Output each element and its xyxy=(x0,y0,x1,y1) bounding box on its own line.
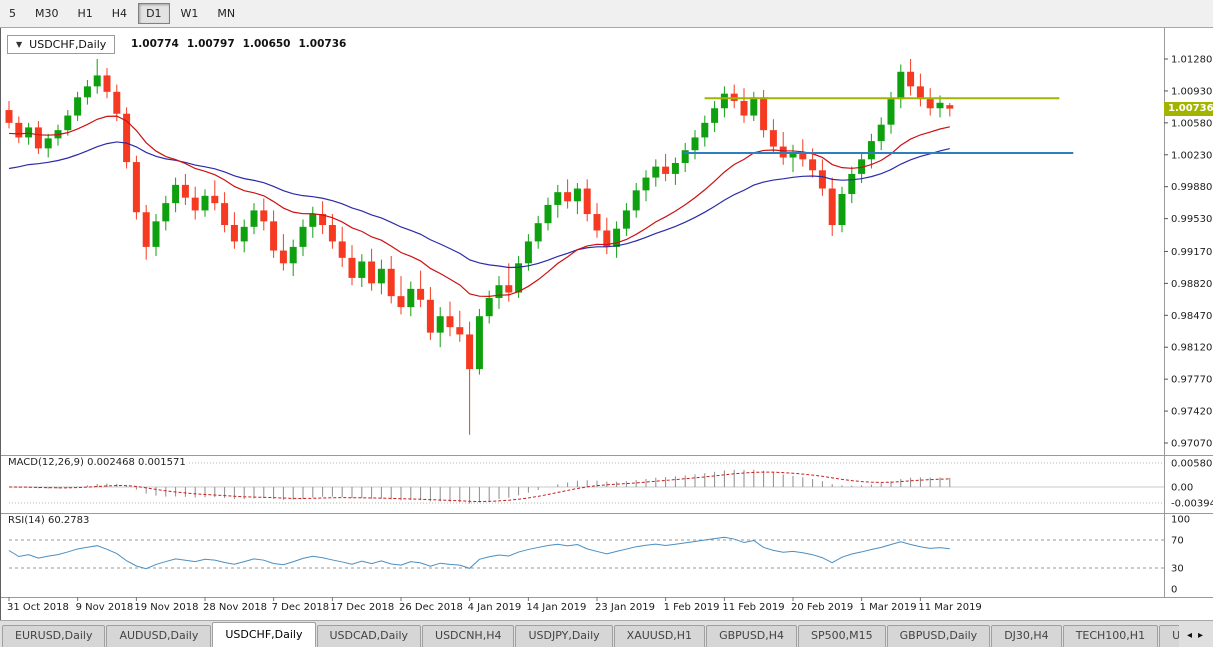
chart-tab-usdcnh-h4[interactable]: USDCNH,H4 xyxy=(422,625,515,647)
svg-text:0.98470: 0.98470 xyxy=(1171,311,1212,322)
tabs-scroll-controls: ◂ ▸ xyxy=(1179,631,1213,647)
svg-text:14 Jan 2019: 14 Jan 2019 xyxy=(526,602,586,613)
timeframe-button-m30[interactable]: M30 xyxy=(35,7,59,20)
symbol-label: USDCHF,Daily xyxy=(29,38,107,51)
svg-text:1 Feb 2019: 1 Feb 2019 xyxy=(664,602,720,613)
symbol-selector[interactable]: ▼ USDCHF,Daily xyxy=(7,35,116,54)
svg-text:0.98120: 0.98120 xyxy=(1171,343,1212,354)
ma-slow-line xyxy=(8,141,950,269)
close-value: 1.00736 xyxy=(298,38,347,50)
tabs-scroll-left-button[interactable]: ◂ xyxy=(1186,630,1192,641)
chart-tabs: EURUSD,Daily AUDUSD,Daily USDCHF,Daily USDC… xyxy=(0,621,1179,647)
svg-text:0.98820: 0.98820 xyxy=(1171,279,1212,290)
svg-text:1.00930: 1.00930 xyxy=(1171,86,1212,97)
ma-fast-line xyxy=(8,115,950,297)
svg-text:9 Nov 2018: 9 Nov 2018 xyxy=(76,602,134,613)
svg-text:1 Mar 2019: 1 Mar 2019 xyxy=(860,602,917,613)
svg-text:4 Jan 2019: 4 Jan 2019 xyxy=(468,602,522,613)
timeframe-button-d1[interactable]: D1 xyxy=(138,3,170,24)
svg-text:26 Dec 2018: 26 Dec 2018 xyxy=(399,602,463,613)
svg-text:1.00580: 1.00580 xyxy=(1171,118,1212,129)
chart-tab-audusd-daily[interactable]: AUDUSD,Daily xyxy=(106,625,212,647)
chart-tab-usdcad-daily[interactable]: USDCAD,Daily xyxy=(316,625,422,647)
timeframe-button-mn[interactable]: MN xyxy=(217,7,236,20)
rsi-axis-label: 70 xyxy=(1171,536,1184,547)
timeframe-button-5[interactable]: 5 xyxy=(9,7,16,20)
rsi-indicator-label: RSI(14) 60.2783 xyxy=(6,515,92,526)
timeframe-button-w1[interactable]: W1 xyxy=(180,7,199,20)
chart-tab-dj30-h4[interactable]: DJ30,H4 xyxy=(991,625,1062,647)
svg-text:0.99530: 0.99530 xyxy=(1171,214,1212,225)
timeframe-toolbar: 5 M30 H1 H4 D1 W1 MN xyxy=(0,0,1213,28)
macd-axis-label: 0.005802 xyxy=(1171,459,1213,470)
macd-indicator-label: MACD(12,26,9) 0.002468 0.001571 xyxy=(6,457,188,468)
ohlc-readout: 1.00774 1.00797 1.00650 1.00736 xyxy=(131,38,346,50)
price-chart-canvas[interactable]: 1.01280 1.00930 1.00580 1.00230 0.99880 0.995… xyxy=(1,28,1213,620)
chart-window: 1.01280 1.00930 1.00580 1.00230 0.99880 0.995… xyxy=(0,28,1213,620)
chart-tab-gbpusd-h4[interactable]: GBPUSD,H4 xyxy=(706,625,798,647)
macd-axis-label: -0.003945 xyxy=(1171,499,1213,510)
svg-text:1.00230: 1.00230 xyxy=(1171,150,1212,161)
chart-tab-usdjpy-daily[interactable]: USDJPY,Daily xyxy=(515,625,613,647)
svg-text:23 Jan 2019: 23 Jan 2019 xyxy=(595,602,655,613)
rsi-axis-label: 0 xyxy=(1171,585,1177,596)
chart-tab-xauusd-h1[interactable]: XAUUSD,H1 xyxy=(613,625,706,647)
chart-tab-usdchf-daily[interactable]: USDCHF,Daily xyxy=(212,622,316,647)
svg-text:31 Oct 2018: 31 Oct 2018 xyxy=(7,602,69,613)
svg-text:0.99170: 0.99170 xyxy=(1171,247,1212,258)
svg-text:19 Nov 2018: 19 Nov 2018 xyxy=(134,602,198,613)
chart-tab-ukc[interactable]: UKC xyxy=(1159,625,1179,647)
svg-text:0.97070: 0.97070 xyxy=(1171,439,1212,450)
chart-tab-gbpusd-daily[interactable]: GBPUSD,Daily xyxy=(886,625,991,647)
svg-text:11 Mar 2019: 11 Mar 2019 xyxy=(918,602,981,613)
current-price-tag: 1.00736 xyxy=(1164,101,1213,116)
svg-text:11 Feb 2019: 11 Feb 2019 xyxy=(722,602,784,613)
svg-text:0.97420: 0.97420 xyxy=(1171,407,1212,418)
svg-text:28 Nov 2018: 28 Nov 2018 xyxy=(203,602,267,613)
svg-text:0.97770: 0.97770 xyxy=(1171,375,1212,386)
rsi-axis-label: 30 xyxy=(1171,564,1184,575)
rsi-line xyxy=(8,536,950,570)
open-value: 1.00774 xyxy=(131,38,179,50)
timeframe-button-h1[interactable]: H1 xyxy=(77,7,93,20)
price-axis-labels: 1.01280 1.00930 1.00580 1.00230 0.99880 0.995… xyxy=(1164,55,1212,450)
macd-axis-label: 0.00 xyxy=(1171,483,1193,494)
svg-text:1.01280: 1.01280 xyxy=(1171,55,1212,66)
high-value: 1.00797 xyxy=(186,38,235,50)
low-value: 1.00650 xyxy=(242,38,291,50)
svg-text:17 Dec 2018: 17 Dec 2018 xyxy=(330,602,394,613)
chart-tabs-bar: EURUSD,Daily AUDUSD,Daily USDCHF,Daily USDC… xyxy=(0,620,1213,647)
chart-tab-eurusd-daily[interactable]: EURUSD,Daily xyxy=(2,625,106,647)
dropdown-arrow-icon: ▼ xyxy=(16,40,23,49)
chart-tab-sp500-m15[interactable]: SP500,M15 xyxy=(798,625,886,647)
chart-tab-tech100-h1[interactable]: TECH100,H1 xyxy=(1062,625,1159,647)
timeframe-button-h4[interactable]: H4 xyxy=(111,7,128,20)
rsi-axis-label: 100 xyxy=(1171,515,1190,526)
macd-signal-line xyxy=(8,471,950,503)
date-axis-labels: 31 Oct 2018 9 Nov 2018 19 Nov 2018 28 Nov 2… xyxy=(7,597,982,613)
svg-text:7 Dec 2018: 7 Dec 2018 xyxy=(272,602,330,613)
tabs-scroll-right-button[interactable]: ▸ xyxy=(1197,630,1203,641)
candlestick-series xyxy=(5,59,954,435)
svg-text:0.99880: 0.99880 xyxy=(1171,182,1212,193)
svg-text:20 Feb 2019: 20 Feb 2019 xyxy=(791,602,853,613)
